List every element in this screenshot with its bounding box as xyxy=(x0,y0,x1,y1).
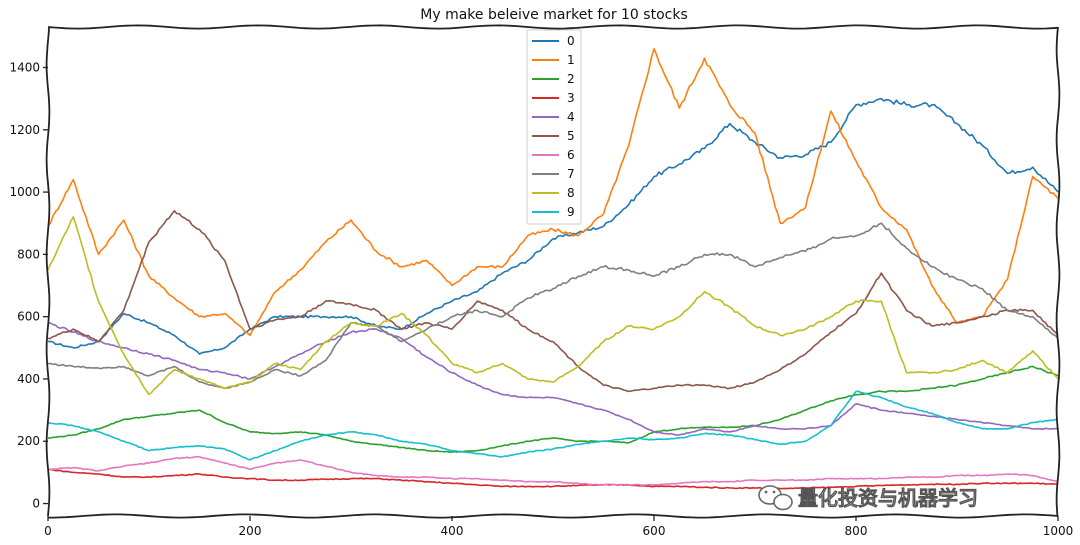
legend-label-9: 9 xyxy=(567,205,575,219)
series-line-9 xyxy=(47,390,1059,461)
series-line-8 xyxy=(47,216,1059,396)
legend-label-6: 6 xyxy=(567,148,575,162)
x-tick-label: 800 xyxy=(845,524,868,538)
legend-label-7: 7 xyxy=(567,167,575,181)
y-tick-label: 600 xyxy=(17,310,40,324)
series-line-1 xyxy=(47,48,1059,337)
legend: 0 1 2 3 4 5 6 7 8 9 xyxy=(526,29,582,225)
x-tick-label: 0 xyxy=(44,524,52,538)
y-tick-label: 1200 xyxy=(9,123,40,137)
series-lines xyxy=(47,48,1059,490)
y-tick-label: 200 xyxy=(17,434,40,448)
y-tick-label: 1400 xyxy=(9,60,40,74)
series-line-4 xyxy=(47,322,1059,436)
series-line-2 xyxy=(47,365,1059,453)
axis-ticks: 0 200 400 600 800 1000 0 200 400 600 800 1000 1200 14… xyxy=(9,60,1073,538)
y-tick-label: 800 xyxy=(17,247,40,261)
x-tick-label: 200 xyxy=(239,524,262,538)
y-tick-label: 400 xyxy=(17,372,40,386)
y-tick-label: 1000 xyxy=(9,185,40,199)
legend-label-1: 1 xyxy=(567,53,575,67)
series-line-6 xyxy=(48,455,1059,487)
legend-label-2: 2 xyxy=(567,72,575,86)
series-line-5 xyxy=(47,210,1059,393)
legend-label-8: 8 xyxy=(567,186,575,200)
x-tick-label: 600 xyxy=(643,524,666,538)
legend-label-0: 0 xyxy=(567,34,575,48)
legend-label-5: 5 xyxy=(567,129,575,143)
wechat-icon xyxy=(758,485,793,511)
watermark-text: 量化投资与机器学习 xyxy=(798,486,978,510)
x-tick-label: 400 xyxy=(441,524,464,538)
plot-frame xyxy=(45,24,1061,519)
x-tick-label: 1000 xyxy=(1043,524,1074,538)
watermark: 量化投资与机器学习 xyxy=(758,485,978,511)
y-tick-label: 0 xyxy=(32,497,40,511)
legend-label-4: 4 xyxy=(567,110,575,124)
series-line-0 xyxy=(47,97,1059,355)
series-line-3 xyxy=(47,468,1059,490)
chart-title: My make beleive market for 10 stocks xyxy=(420,7,688,23)
series-line-7 xyxy=(47,222,1059,390)
legend-label-3: 3 xyxy=(567,91,575,105)
